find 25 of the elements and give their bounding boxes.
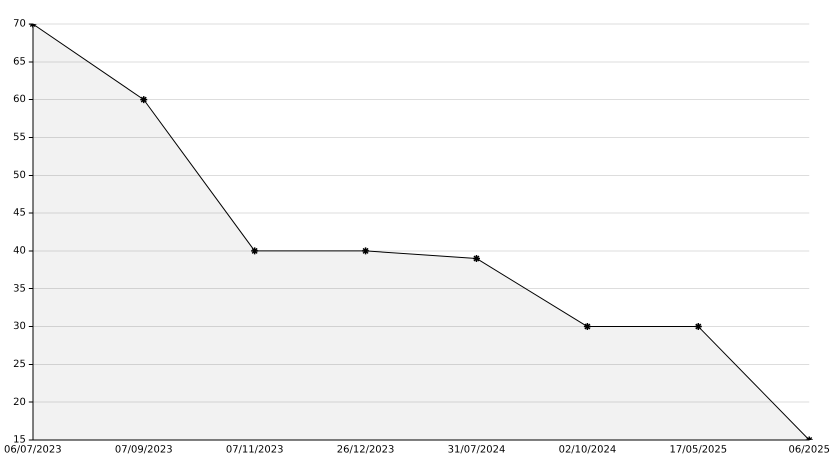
x-tick-label: 06/07/2023 (4, 444, 62, 456)
x-tick-label: 06/2025 (788, 444, 830, 456)
x-tick-label: 31/07/2024 (448, 444, 506, 456)
y-tick-label: 70 (13, 18, 26, 30)
y-tick-label: 35 (13, 283, 26, 294)
point (583, 322, 592, 331)
point (472, 254, 481, 263)
y-tick-label: 50 (13, 170, 26, 181)
y-tick-label: 20 (13, 396, 26, 408)
y-tick-label: 15 (13, 434, 26, 446)
y-tick-label: 55 (13, 132, 26, 144)
x-tick-label: 26/12/2023 (336, 444, 394, 456)
point (694, 322, 703, 331)
x-tick-label: 07/09/2023 (114, 444, 173, 456)
y-tick-label: 45 (13, 208, 26, 219)
x-tick-label: 02/10/2024 (558, 444, 616, 456)
x-tick-label: 17/05/2025 (669, 444, 728, 456)
y-tick-label: 25 (13, 358, 26, 370)
y-tick-label: 40 (13, 246, 26, 257)
y-tick-label: 65 (13, 56, 26, 68)
point (361, 246, 370, 256)
y-tick-label: 60 (13, 94, 26, 106)
point (250, 246, 259, 256)
y-tick-label: 30 (13, 321, 26, 332)
x-tick-label: 07/11/2023 (226, 444, 284, 456)
